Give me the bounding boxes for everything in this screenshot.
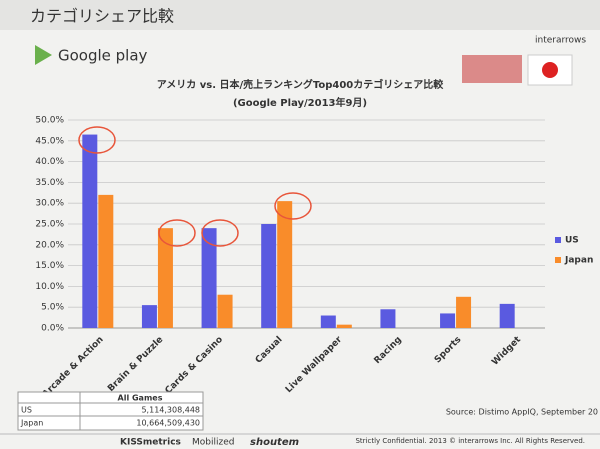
data-table: All Games US 5,114,308,448 Japan 10,664,… xyxy=(17,391,204,431)
highlight-circle xyxy=(274,192,312,220)
y-tick-label: 15.0% xyxy=(35,261,64,271)
y-tick-label: 30.0% xyxy=(35,199,64,209)
footer: Strictly Confidential. 2013 © interarrow… xyxy=(355,437,585,445)
chart-subtitle: (Google Play/2013年9月) xyxy=(233,96,367,109)
bar xyxy=(499,303,515,328)
bar xyxy=(277,201,293,328)
y-tick-label: 5.0% xyxy=(41,303,64,313)
y-tick-label: 40.0% xyxy=(35,157,64,167)
bar xyxy=(456,296,472,328)
table-cell: 5,114,308,448 xyxy=(141,406,200,415)
table-cell: Japan xyxy=(20,419,43,428)
bar xyxy=(261,224,277,328)
legend-label: US xyxy=(565,236,579,246)
bar xyxy=(336,324,352,328)
bar xyxy=(201,228,217,328)
header-bar xyxy=(0,0,600,30)
bar xyxy=(380,309,396,328)
y-tick-label: 20.0% xyxy=(35,240,64,250)
bar xyxy=(82,134,98,328)
highlight-circle xyxy=(158,219,196,247)
bar xyxy=(141,305,157,328)
y-tick-label: 35.0% xyxy=(35,178,64,188)
table-header: All Games xyxy=(118,394,163,403)
legend-swatch xyxy=(555,257,561,263)
source: Source: Distimo AppIQ, September 20 xyxy=(446,408,598,417)
play-icon xyxy=(35,45,52,65)
y-tick-label: 10.0% xyxy=(35,282,64,292)
us-flag xyxy=(462,55,522,83)
slide-title: カテゴリシェア比較 xyxy=(30,7,174,26)
table-frame xyxy=(17,391,204,431)
highlights xyxy=(78,126,312,247)
logo: shoutem xyxy=(250,437,299,448)
table-cell: 10,664,509,430 xyxy=(136,419,200,428)
chart-title: アメリカ vs. 日本/売上ランキングTop400カテゴリシェア比較 xyxy=(157,78,444,91)
legend-label: Japan xyxy=(564,256,593,266)
logo: Mobilized xyxy=(192,438,234,448)
legend-swatch xyxy=(555,237,561,243)
bar xyxy=(157,228,173,328)
y-tick-label: 25.0% xyxy=(35,220,64,230)
brand: Google play xyxy=(58,47,148,65)
bar xyxy=(98,194,114,328)
logo: KISSmetrics xyxy=(120,438,181,448)
highlight-circle xyxy=(201,219,239,247)
company: interarrows xyxy=(535,36,586,46)
y-tick-label: 0.0% xyxy=(41,324,64,334)
y-tick-label: 45.0% xyxy=(35,136,64,146)
bar xyxy=(440,313,456,328)
highlight-circle xyxy=(78,126,116,154)
table-cell: US xyxy=(21,406,32,415)
japan-flag-sun xyxy=(542,62,558,78)
bar xyxy=(320,315,336,328)
bar xyxy=(217,294,233,328)
y-tick-label: 50.0% xyxy=(35,116,64,126)
